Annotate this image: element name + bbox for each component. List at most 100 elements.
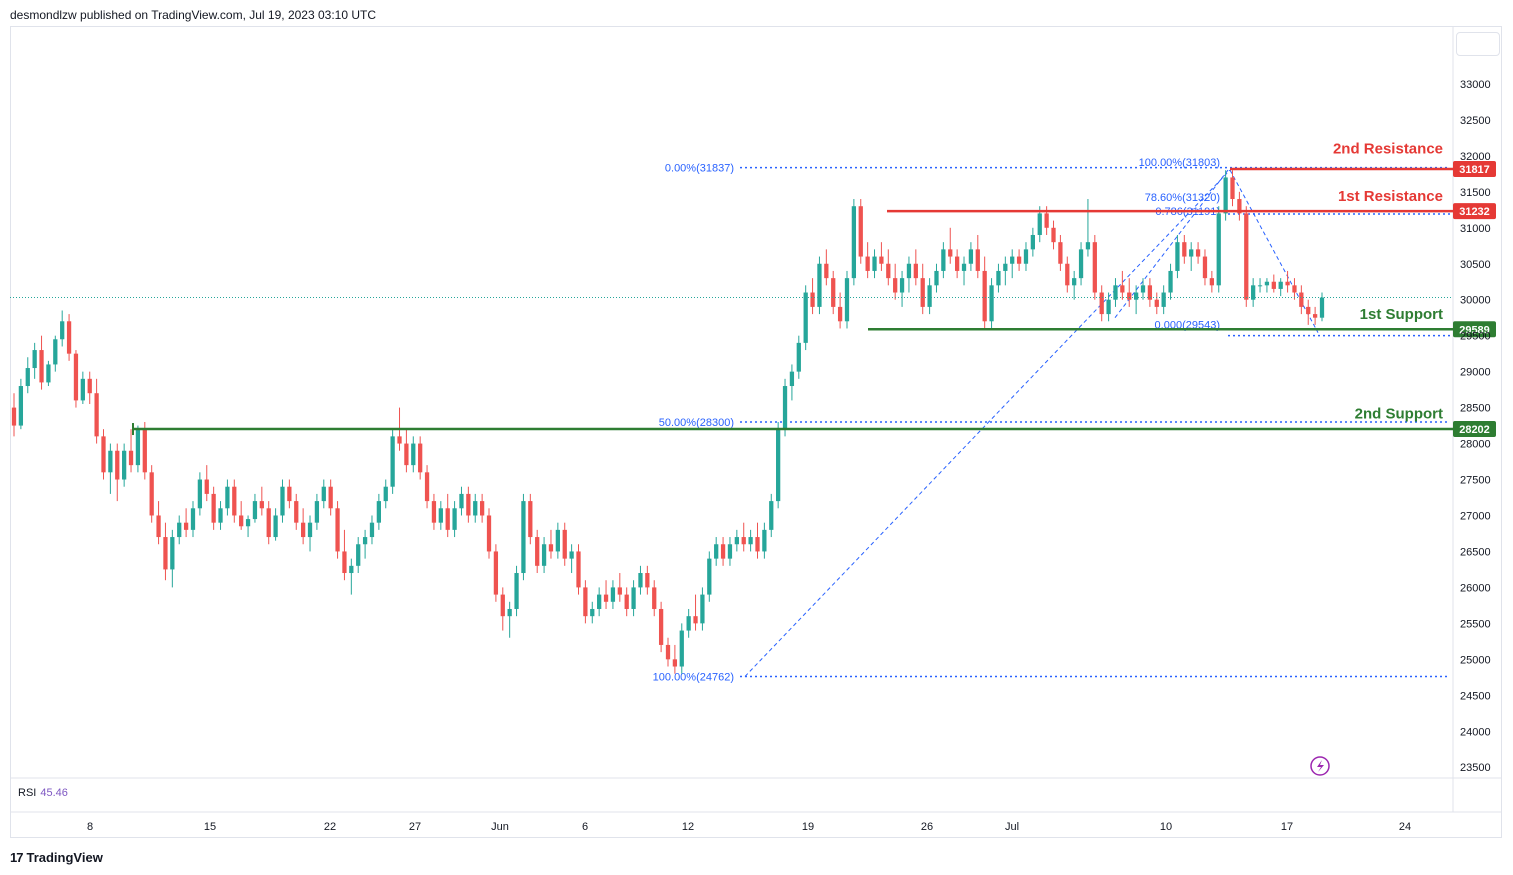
price-tick-label: 29500 [1460, 331, 1491, 343]
candle-body [479, 501, 485, 516]
candle-body [404, 443, 409, 466]
candle-body [32, 350, 37, 369]
levels-layer: 2nd Resistance 1st Resistance 1st Support 2… [10, 141, 1496, 438]
candle-body [1319, 297, 1325, 318]
candle-body [913, 263, 918, 279]
price-tick-label: 25500 [1460, 618, 1491, 630]
second-support-tag [1453, 421, 1496, 438]
fib-label: 100.00%(24762) [653, 671, 734, 683]
candle-body [941, 249, 946, 271]
candle-body [610, 587, 616, 602]
candle-body [87, 378, 92, 394]
candle-body [899, 278, 905, 293]
candle-body [844, 278, 850, 322]
tradingview-logo-icon: 17 [10, 850, 24, 865]
tradingview-logo-text: TradingView [26, 850, 103, 865]
candle-body [707, 558, 712, 595]
candle-body [445, 508, 450, 530]
candles-layer [11, 170, 1325, 674]
candle-body [893, 278, 898, 293]
candle-body [1140, 285, 1146, 293]
candle-body [204, 479, 209, 494]
tradingview-logo: 17 TradingView [10, 850, 103, 865]
candle-body [383, 486, 388, 502]
candle-body [335, 508, 340, 552]
price-tick-label: 33000 [1460, 79, 1491, 91]
candle-body [369, 522, 375, 538]
candle-body [163, 537, 168, 570]
price-tick-label: 25000 [1460, 654, 1491, 666]
time-tick-label: 12 [682, 821, 694, 833]
candle-body [1072, 278, 1077, 286]
time-tick-label: 24 [1399, 821, 1411, 833]
candle-body [1264, 281, 1270, 286]
candle-body [906, 263, 912, 279]
candle-body [507, 608, 512, 617]
lightning-icon[interactable] [1310, 756, 1330, 776]
price-tick-label: 24500 [1460, 690, 1491, 702]
candle-body [1209, 278, 1214, 286]
candle-body [989, 285, 994, 322]
candle-body [452, 508, 457, 530]
rsi-indicator[interactable]: RSI 45.46 [18, 787, 68, 799]
candle-body [837, 306, 843, 322]
rsi-label: RSI [18, 787, 37, 799]
chart-settings-button[interactable] [1456, 32, 1500, 56]
candle-body [693, 616, 698, 624]
fibonacci-layer: 0.00%(31837) 50.00%(28300) 100.00%(24762) 1… [653, 157, 1450, 683]
candle-body [500, 594, 505, 617]
candle-body [149, 472, 154, 516]
candle-body [493, 551, 499, 595]
candle-body [658, 608, 664, 645]
second-resistance-tag-label: 31817 [1459, 164, 1490, 176]
price-tick-label: 28000 [1460, 439, 1491, 451]
candle-body [583, 587, 588, 617]
candle-body [418, 443, 423, 473]
candle-body [762, 529, 767, 552]
candle-body [1092, 242, 1097, 293]
candle-body [356, 544, 361, 566]
candle-body [328, 486, 333, 509]
second-support-tag-label: 28202 [1459, 424, 1490, 436]
candle-body [665, 644, 671, 660]
candle-body [376, 501, 381, 523]
candle-body [273, 515, 278, 538]
candle-body [1058, 242, 1063, 264]
price-tick-label: 26500 [1460, 546, 1491, 558]
candle-body [996, 270, 1001, 286]
candle-body [1189, 249, 1194, 257]
candle-body [190, 508, 196, 530]
candle-body [1182, 242, 1187, 257]
candle-body [115, 450, 120, 480]
fib-label: 0.00%(31837) [665, 163, 734, 175]
candle-body [1312, 314, 1318, 318]
fib-label: 50.00%(28300) [659, 417, 734, 429]
candle-body [252, 501, 258, 520]
price-axis: 23500 24000 24500 25000 25500 26000 26500 27000… [1460, 43, 1491, 774]
candle-body [968, 249, 974, 264]
candle-body [39, 350, 44, 383]
candle-body [459, 493, 464, 509]
candle-body [727, 544, 733, 559]
first-resistance-tag-label: 31232 [1459, 206, 1490, 218]
second-resistance-label: 2nd Resistance [1333, 141, 1443, 158]
candle-body [1223, 177, 1228, 214]
candle-body [486, 515, 492, 552]
candle-body [232, 486, 237, 516]
candle-body [73, 353, 79, 401]
candle-body [955, 256, 960, 271]
candle-body [603, 594, 609, 602]
candle-body [218, 508, 223, 523]
fib-trend-line [1114, 169, 1229, 318]
candle-body [796, 342, 801, 372]
time-tick-label: 27 [409, 821, 421, 833]
candle-body [1037, 213, 1042, 235]
candle-body [1278, 281, 1283, 289]
candle-body [211, 493, 216, 523]
candle-body [541, 544, 547, 566]
candle-body [741, 537, 746, 545]
second-resistance-tag [1453, 161, 1496, 178]
candle-body [307, 522, 313, 538]
time-tick-label: 26 [921, 821, 933, 833]
